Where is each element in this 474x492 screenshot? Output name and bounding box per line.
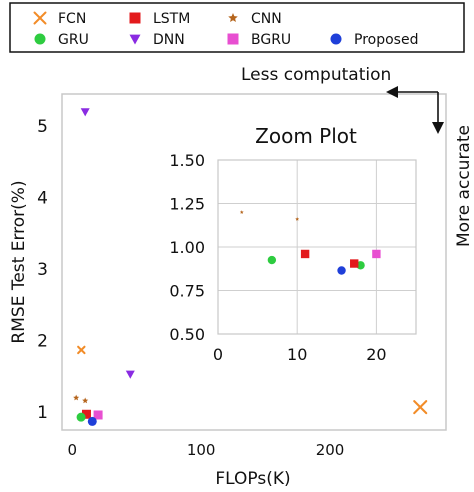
inset-x-tick-label-10: 10 [287, 345, 307, 364]
legend-marker-bgru [227, 33, 239, 45]
inset-point-cnn-0 [239, 210, 244, 214]
legend-marker-lstm [129, 12, 141, 24]
inset-point-bgru-0 [372, 249, 381, 259]
inset-point-lstm-1 [350, 259, 359, 268]
inset-point-proposed-0 [337, 266, 346, 275]
inset-y-tick-label-1-00: 1.00 [169, 238, 205, 257]
legend-marker-dnn [129, 34, 141, 45]
y-axis-label: RMSE Test Error(%) [9, 180, 29, 343]
x-tick-label-100: 100 [187, 441, 216, 459]
point-cnn-1 [82, 397, 89, 404]
x-tick-label-0: 0 [68, 441, 78, 459]
legend-marker-fcn [33, 11, 47, 25]
more-accurate-label: More accurate [454, 125, 474, 247]
inset-y-tick-label-0-75: 0.75 [169, 282, 205, 301]
legend-label-proposed: Proposed [354, 32, 418, 48]
y-tick-label-1: 1 [37, 403, 48, 423]
legend-marker-cnn [228, 13, 238, 23]
zoom-plot-title: Zoom Plot [255, 124, 357, 148]
inset-point-gru-0 [267, 255, 277, 265]
point-lstm-0 [81, 409, 91, 419]
legend-marker-gru [34, 33, 46, 45]
legend-label-gru: GRU [58, 32, 89, 48]
inset-plot-frame [217, 159, 417, 335]
legend-label-cnn: CNN [251, 11, 282, 27]
inset-y-tick-label-1-50: 1.50 [169, 151, 205, 170]
inset-point-lstm-0 [300, 249, 310, 259]
less-computation-label: Less computation [241, 65, 391, 85]
legend-marker-proposed [330, 33, 342, 45]
inset-y-tick-label-1-25: 1.25 [169, 195, 205, 214]
legend-label-dnn: DNN [153, 32, 185, 48]
point-fcn-0 [77, 345, 86, 355]
main-data-points [73, 108, 428, 426]
inset-data-points [239, 210, 381, 275]
arrow-less-computation [386, 86, 444, 134]
y-tick-label-3: 3 [37, 260, 48, 280]
inset-point-cnn-1 [295, 217, 300, 221]
point-dnn-1 [125, 370, 135, 379]
point-proposed-0 [87, 416, 97, 426]
inset-grid [217, 159, 416, 335]
y-tick-label-2: 2 [37, 332, 48, 352]
inset-point-gru-1 [356, 261, 365, 270]
inset-axis-ticks: 0 10 20 0.50 0.75 1.00 1.25 1.50 [169, 151, 386, 364]
point-dnn-0 [80, 108, 90, 117]
y-tick-label-5: 5 [37, 117, 48, 137]
y-tick-label-4: 4 [37, 189, 48, 209]
point-gru-0 [76, 412, 86, 422]
x-tick-label-200: 200 [316, 441, 345, 459]
inset-x-tick-label-0: 0 [213, 345, 223, 364]
point-cnn-0 [73, 394, 80, 401]
legend: FCN LSTM CNN GRU DNN BGRU Proposed [33, 11, 418, 48]
legend-label-lstm: LSTM [153, 11, 190, 27]
inset-x-tick-label-20: 20 [366, 345, 386, 364]
legend-label-bgru: BGRU [251, 32, 291, 48]
legend-label-fcn: FCN [58, 11, 86, 27]
main-plot-frame [61, 93, 447, 431]
x-axis-label: FLOPs(K) [215, 469, 290, 488]
point-fcn-1 [413, 400, 428, 415]
point-bgru-0 [93, 410, 103, 420]
inset-y-tick-label-0-50: 0.50 [169, 325, 205, 344]
